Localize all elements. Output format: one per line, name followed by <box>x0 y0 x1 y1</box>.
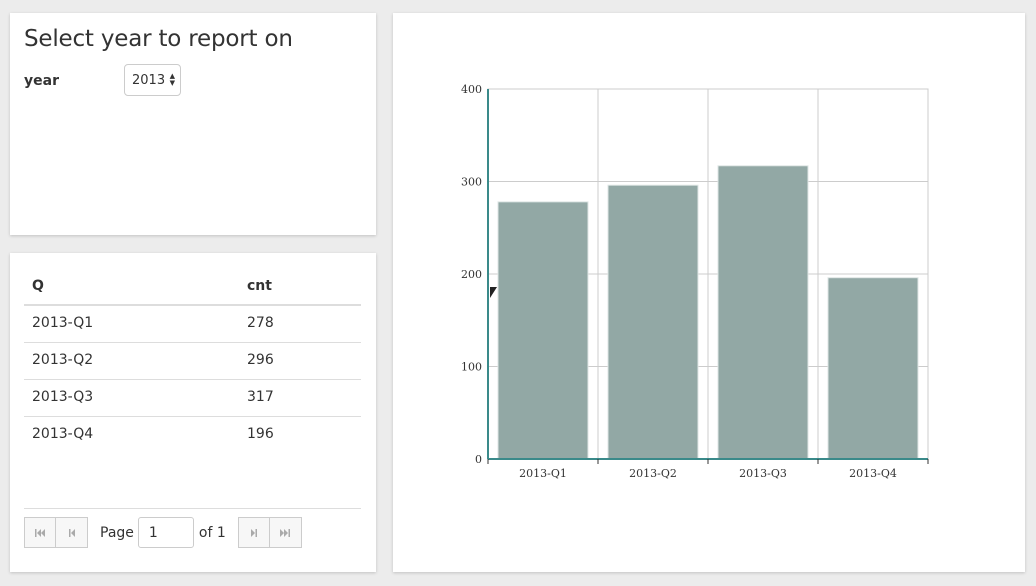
year-dropdown[interactable]: 2013 ▲ ▼ <box>124 64 181 96</box>
y-tick-label: 300 <box>461 176 482 189</box>
year-dropdown-value: 2013 <box>132 72 166 88</box>
chart-panel: 0 100 200 300 400 2013-Q1 2013-Q2 2013-Q3 2013-Q… <box>393 13 1025 572</box>
table-row[interactable]: 2013-Q1 278 <box>24 305 361 343</box>
previous-page-button[interactable] <box>56 517 88 548</box>
previous-page-icon <box>68 528 75 537</box>
page-count-label: of 1 <box>198 524 226 541</box>
cell-cnt: 278 <box>239 305 361 343</box>
table-header-row: Q cnt <box>24 267 361 306</box>
x-tick-label: 2013-Q4 <box>849 467 897 480</box>
column-header-cnt[interactable]: cnt <box>239 267 361 306</box>
updown-arrows-icon: ▲ ▼ <box>169 72 175 87</box>
year-select-panel: Select year to report on year 2013 ▲ ▼ <box>10 13 376 235</box>
next-page-icon <box>250 528 257 537</box>
cell-cnt: 296 <box>239 342 361 380</box>
y-tick-label: 200 <box>461 268 482 281</box>
x-tick-label: 2013-Q1 <box>519 467 567 480</box>
bar <box>827 277 919 460</box>
table-row[interactable]: 2013-Q4 196 <box>24 416 361 453</box>
pager: Page 1 of 1 <box>24 517 302 548</box>
first-page-button[interactable] <box>24 517 56 548</box>
year-label: year <box>24 73 59 89</box>
mouse-cursor-icon <box>490 287 497 298</box>
page-number-input[interactable]: 1 <box>137 517 194 548</box>
y-tick-label: 0 <box>475 453 482 466</box>
table-row[interactable]: 2013-Q3 317 <box>24 379 361 417</box>
pager-divider <box>24 508 361 509</box>
cell-q: 2013-Q1 <box>24 305 239 343</box>
data-table: Q cnt 2013-Q1 278 2013-Q2 296 2013-Q3 31… <box>24 267 361 453</box>
cell-cnt: 196 <box>247 426 274 443</box>
cell-q: 2013-Q4 <box>32 426 94 443</box>
bar <box>717 165 809 460</box>
y-tick-label: 400 <box>461 83 482 96</box>
data-table-panel: Q cnt 2013-Q1 278 2013-Q2 296 2013-Q3 31… <box>10 253 376 572</box>
bar-chart: 0 100 200 300 400 2013-Q1 2013-Q2 2013-Q3 2013-Q… <box>461 83 929 480</box>
bar <box>607 184 699 460</box>
x-tick-label: 2013-Q3 <box>739 467 787 480</box>
cell-q: 2013-Q3 <box>24 379 239 417</box>
last-page-button[interactable] <box>269 517 302 548</box>
bar <box>497 201 589 460</box>
x-tick-label: 2013-Q2 <box>629 467 677 480</box>
cell-q: 2013-Q2 <box>24 342 239 380</box>
y-tick-label: 100 <box>461 361 482 374</box>
first-page-icon <box>35 528 45 537</box>
last-page-icon <box>280 528 291 537</box>
page-label: Page <box>100 524 134 541</box>
table-row[interactable]: 2013-Q2 296 <box>24 342 361 380</box>
panel-title: Select year to report on <box>24 26 293 52</box>
next-page-button[interactable] <box>237 517 270 548</box>
column-header-q[interactable]: Q <box>24 267 239 306</box>
cell-cnt: 317 <box>239 379 361 417</box>
